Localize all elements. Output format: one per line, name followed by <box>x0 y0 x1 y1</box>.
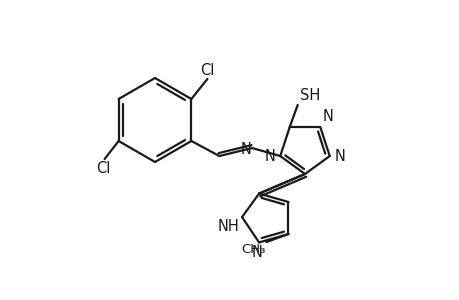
Text: NH: NH <box>217 219 239 234</box>
Text: N: N <box>240 142 251 157</box>
Text: SH: SH <box>299 88 319 103</box>
Text: N: N <box>251 245 262 260</box>
Text: Cl: Cl <box>200 63 214 78</box>
Text: CH₃: CH₃ <box>241 243 265 256</box>
Text: Cl: Cl <box>96 161 111 176</box>
Text: N: N <box>264 148 274 164</box>
Text: N: N <box>322 109 332 124</box>
Text: N: N <box>334 148 345 164</box>
